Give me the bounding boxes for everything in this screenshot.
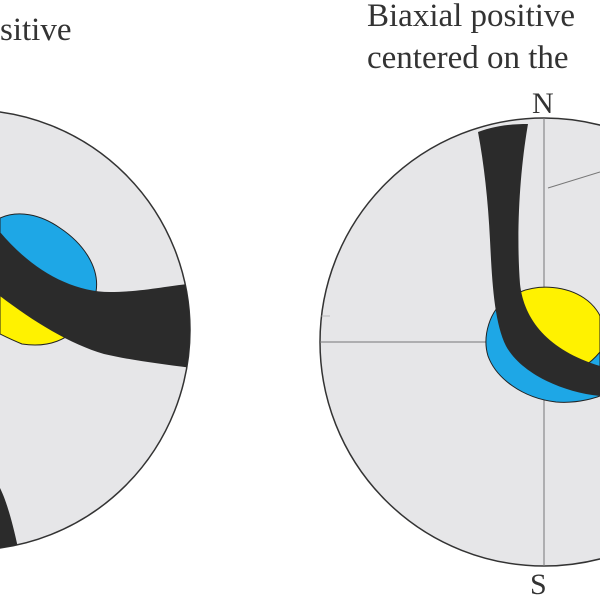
compass-north-label: N xyxy=(532,87,554,120)
right-figure-title-line1: Biaxial positive xyxy=(367,0,576,34)
compass-south-label: S xyxy=(530,568,547,601)
right-stereonet xyxy=(319,117,600,567)
grid-line-diagonal xyxy=(547,171,600,189)
left-isogyre-band-lower xyxy=(0,488,18,550)
left-stereonet xyxy=(0,111,191,550)
right-figure-title-line2: centered on the xyxy=(367,40,569,76)
left-figure-title: sitive xyxy=(0,12,72,48)
right-isogyre-band xyxy=(478,124,600,396)
left-isogyre-band xyxy=(0,232,190,368)
